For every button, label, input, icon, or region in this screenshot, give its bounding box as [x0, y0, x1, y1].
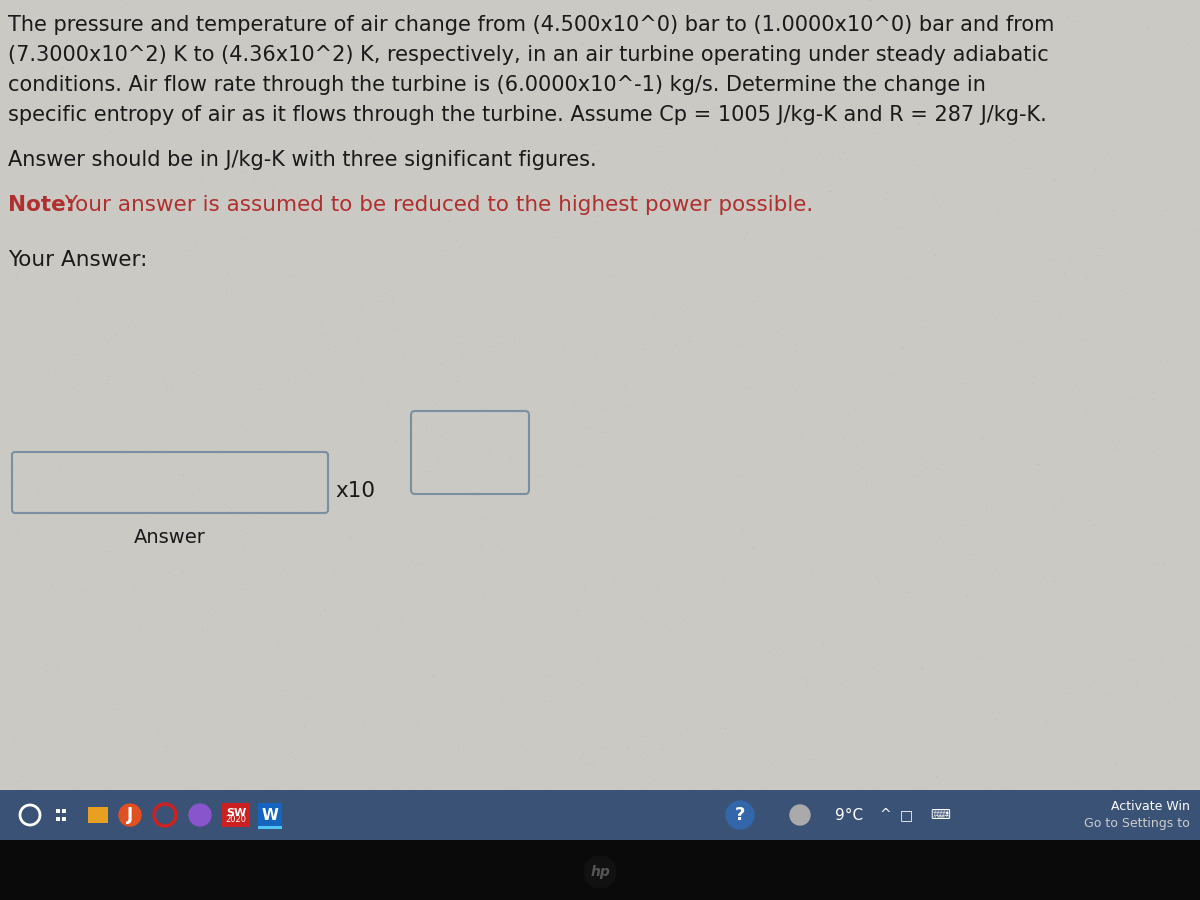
Text: hp: hp: [590, 865, 610, 879]
Text: ?: ?: [734, 806, 745, 824]
Text: conditions. Air flow rate through the turbine is (6.0000x10^-1) kg/s. Determine : conditions. Air flow rate through the tu…: [8, 75, 986, 95]
Bar: [0, 840, 1200, 900]
Text: ⌨: ⌨: [930, 808, 950, 822]
Text: specific entropy of air as it flows through the turbine. Assume Cp = 1005 J/kg-K: specific entropy of air as it flows thro…: [8, 105, 1046, 125]
Bar: [56, 809, 60, 813]
Bar: [0, 0, 1200, 790]
Text: x10: x10: [335, 481, 374, 500]
Bar: [258, 826, 282, 829]
Text: Answer: Answer: [134, 528, 206, 547]
Circle shape: [190, 804, 211, 826]
Text: ^: ^: [880, 808, 892, 822]
Bar: [0, 840, 1200, 900]
Circle shape: [726, 801, 754, 829]
Circle shape: [790, 805, 810, 825]
Circle shape: [584, 856, 616, 888]
Bar: [258, 803, 282, 827]
Bar: [62, 817, 66, 821]
Bar: [56, 817, 60, 821]
Text: Go to Settings to: Go to Settings to: [1085, 816, 1190, 830]
Text: SW: SW: [226, 808, 246, 818]
Text: J: J: [127, 806, 133, 824]
Text: Activate Win: Activate Win: [1111, 800, 1190, 814]
Text: Your Answer:: Your Answer:: [8, 250, 148, 270]
Bar: [0, 790, 1200, 840]
Text: Your answer is assumed to be reduced to the highest power possible.: Your answer is assumed to be reduced to …: [58, 195, 814, 215]
Bar: [88, 807, 96, 811]
Text: Answer should be in J/kg-K with three significant figures.: Answer should be in J/kg-K with three si…: [8, 150, 596, 170]
Text: (7.3000x10^2) K to (4.36x10^2) K, respectively, in an air turbine operating unde: (7.3000x10^2) K to (4.36x10^2) K, respec…: [8, 45, 1049, 65]
Bar: [222, 803, 250, 827]
Circle shape: [119, 804, 142, 826]
Text: W: W: [262, 807, 278, 823]
Text: The pressure and temperature of air change from (4.500x10^0) bar to (1.0000x10^0: The pressure and temperature of air chan…: [8, 15, 1055, 35]
Bar: [62, 809, 66, 813]
Text: Note:: Note:: [8, 195, 74, 215]
Text: □: □: [900, 808, 913, 822]
Bar: [88, 807, 108, 823]
Text: 2020: 2020: [226, 815, 246, 824]
Text: 9°C: 9°C: [835, 807, 863, 823]
